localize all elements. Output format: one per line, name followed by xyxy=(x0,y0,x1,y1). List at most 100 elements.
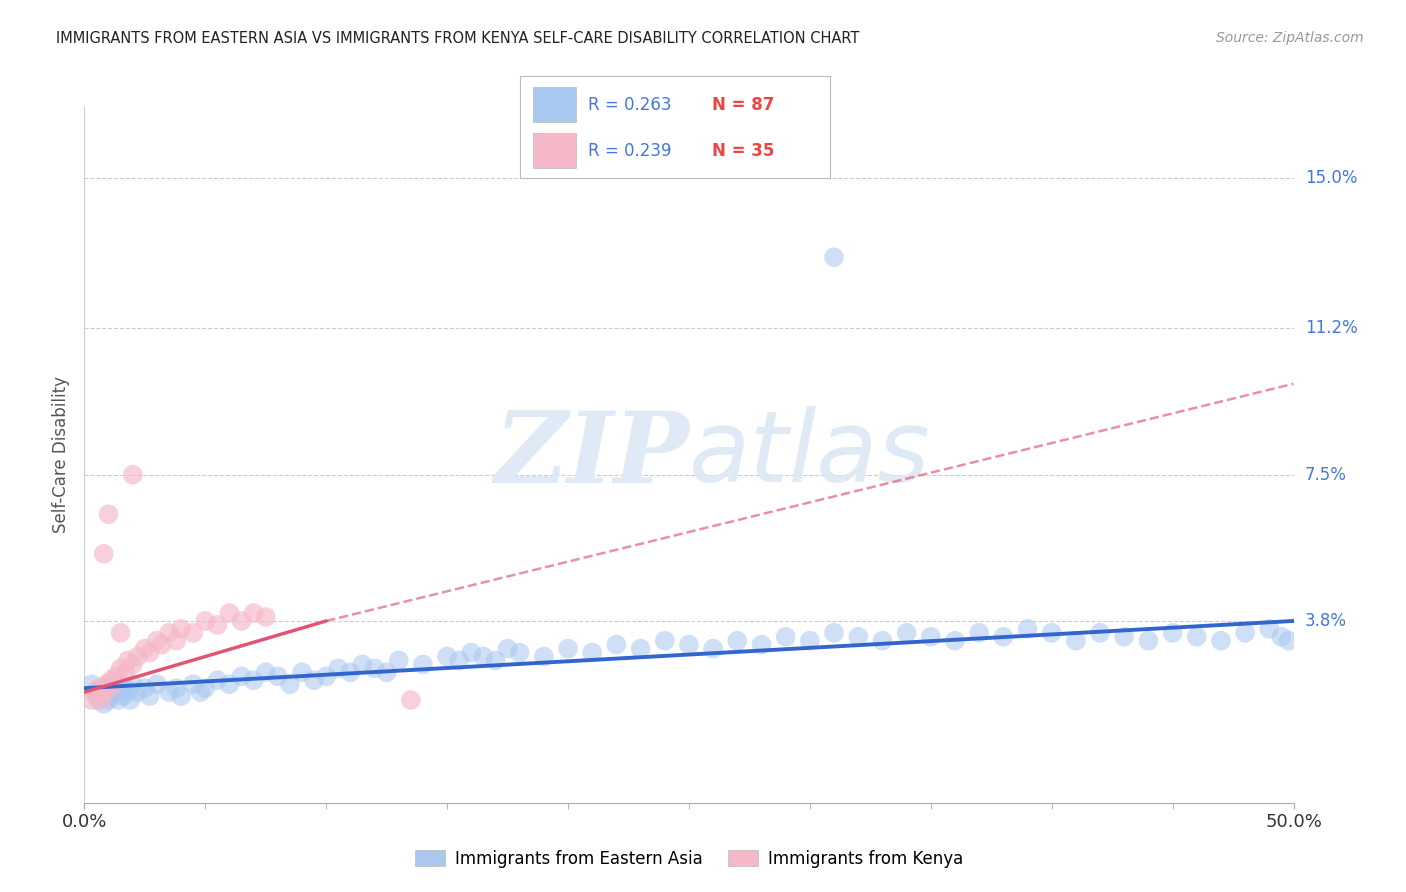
Point xyxy=(146,633,169,648)
Point xyxy=(388,653,411,667)
Point xyxy=(218,677,240,691)
Point xyxy=(97,507,120,521)
Point xyxy=(363,661,385,675)
Point xyxy=(103,681,125,695)
Point xyxy=(181,625,204,640)
Point xyxy=(146,677,169,691)
Point xyxy=(654,633,676,648)
Point xyxy=(93,697,115,711)
Point xyxy=(114,665,136,680)
Point xyxy=(472,649,495,664)
Point xyxy=(97,681,120,695)
Point xyxy=(83,685,105,699)
Text: 3.8%: 3.8% xyxy=(1305,612,1347,630)
Point xyxy=(100,673,122,688)
Text: R = 0.239: R = 0.239 xyxy=(588,142,672,160)
Point xyxy=(231,614,253,628)
Point xyxy=(104,685,127,699)
Point xyxy=(484,653,506,667)
Point xyxy=(134,641,156,656)
Point xyxy=(90,693,112,707)
Point xyxy=(725,633,748,648)
Point xyxy=(557,641,579,656)
Point xyxy=(315,669,337,683)
Point xyxy=(775,630,797,644)
Point xyxy=(460,646,482,660)
Point xyxy=(702,641,724,656)
Point xyxy=(100,689,122,703)
Point xyxy=(399,693,422,707)
Point xyxy=(194,681,217,695)
Point xyxy=(86,689,108,703)
Point xyxy=(943,633,966,648)
Point xyxy=(1258,622,1281,636)
Point xyxy=(104,669,127,683)
Point xyxy=(110,661,132,675)
Point xyxy=(90,689,112,703)
Point xyxy=(190,685,212,699)
Point xyxy=(134,681,156,695)
Text: R = 0.263: R = 0.263 xyxy=(588,95,672,113)
Point xyxy=(630,641,652,656)
Point xyxy=(80,677,103,691)
Point xyxy=(127,649,149,664)
FancyBboxPatch shape xyxy=(533,87,576,122)
Point xyxy=(138,689,160,703)
Point xyxy=(678,638,700,652)
Point xyxy=(1064,633,1087,648)
Point xyxy=(97,677,120,691)
Point xyxy=(121,467,143,482)
Point xyxy=(302,673,325,688)
Point xyxy=(1040,625,1063,640)
Point xyxy=(80,693,103,707)
Point xyxy=(117,685,139,699)
Point xyxy=(207,618,229,632)
Point xyxy=(242,606,264,620)
Point xyxy=(254,610,277,624)
Point xyxy=(496,641,519,656)
Point xyxy=(170,622,193,636)
Point xyxy=(112,689,135,703)
Point xyxy=(87,681,110,695)
Point xyxy=(120,693,142,707)
Point xyxy=(278,677,301,691)
Point xyxy=(328,661,350,675)
Point xyxy=(114,681,136,695)
Point xyxy=(509,646,531,660)
Point xyxy=(110,625,132,640)
Point xyxy=(94,677,117,691)
Point xyxy=(127,685,149,699)
Point xyxy=(920,630,942,644)
Text: Source: ZipAtlas.com: Source: ZipAtlas.com xyxy=(1216,31,1364,45)
Point xyxy=(581,646,603,660)
Point xyxy=(1234,625,1257,640)
Point xyxy=(103,677,125,691)
Point xyxy=(339,665,361,680)
Text: 15.0%: 15.0% xyxy=(1305,169,1357,187)
Legend: Immigrants from Eastern Asia, Immigrants from Kenya: Immigrants from Eastern Asia, Immigrants… xyxy=(408,843,970,874)
Point xyxy=(967,625,990,640)
Point xyxy=(97,693,120,707)
Point xyxy=(117,653,139,667)
Point xyxy=(94,685,117,699)
Point xyxy=(799,633,821,648)
Point xyxy=(1137,633,1160,648)
Point xyxy=(1114,630,1136,644)
FancyBboxPatch shape xyxy=(533,133,576,168)
Point xyxy=(412,657,434,672)
Point xyxy=(1185,630,1208,644)
Text: 7.5%: 7.5% xyxy=(1305,466,1347,483)
Text: IMMIGRANTS FROM EASTERN ASIA VS IMMIGRANTS FROM KENYA SELF-CARE DISABILITY CORRE: IMMIGRANTS FROM EASTERN ASIA VS IMMIGRAN… xyxy=(56,31,859,46)
Point xyxy=(1278,633,1301,648)
Point xyxy=(449,653,471,667)
Point xyxy=(207,673,229,688)
Text: ZIP: ZIP xyxy=(494,407,689,503)
Point xyxy=(150,638,173,652)
Point xyxy=(872,633,894,648)
Point xyxy=(375,665,398,680)
Point xyxy=(242,673,264,688)
Point xyxy=(87,693,110,707)
Point xyxy=(896,625,918,640)
Point xyxy=(121,657,143,672)
Point xyxy=(1209,633,1232,648)
